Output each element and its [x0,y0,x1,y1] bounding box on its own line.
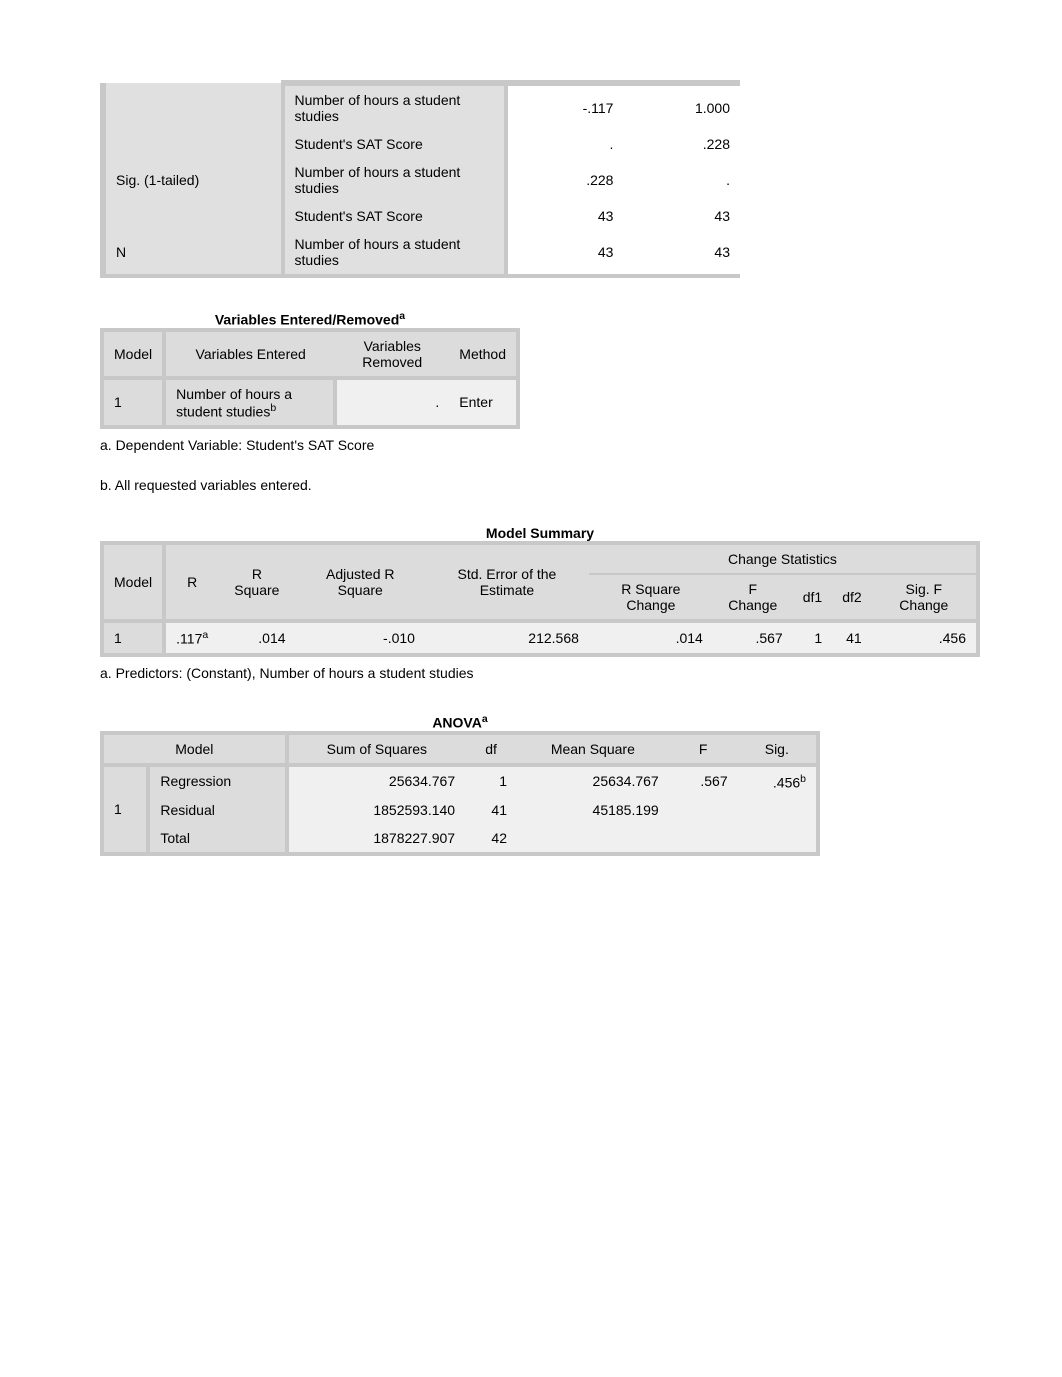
removed-cell: . [335,378,449,428]
source-cell: Residual [148,796,286,824]
cell: 43 [623,202,740,230]
col-header: Model [102,733,287,765]
col-header: Sum of Squares [287,733,465,765]
correlations-fragment: Number of hours a student studies -.117 … [100,80,1022,278]
row-group-label: N [103,230,283,276]
cell: .228 [506,158,624,202]
variables-entered-section: Variables Entered/Removeda Model Variabl… [100,310,1022,493]
var-label: Number of hours a student studies [283,230,506,276]
method-cell: Enter [449,378,518,428]
title-text: ANOVA [432,715,482,731]
model-summary-table: Model R R Square Adjusted R Square Std. … [100,541,980,657]
model-cell: 1 [102,765,148,855]
col-header: R Square [218,543,295,621]
col-header: Adjusted R Square [296,543,425,621]
cell [738,796,818,824]
model-summary-section: Model Summary Model R R Square Adjusted … [100,525,1022,681]
var-label: Number of hours a student studies [283,83,506,130]
cell: 25634.767 [517,765,669,797]
row-group-label: Sig. (1-tailed) [103,158,283,202]
cell: .014 [218,621,295,655]
col-subheader: Sig. F Change [872,574,978,621]
footnote: b. All requested variables entered. [100,477,1022,493]
row-group-label [103,130,283,158]
cell: 42 [465,824,517,854]
var-label: Student's SAT Score [283,202,506,230]
col-header: Variables Removed [335,330,449,378]
sig-sup: b [800,773,806,785]
col-header: df [465,733,517,765]
cell: 1 [465,765,517,797]
cell: 1852593.140 [287,796,465,824]
cell: .014 [589,621,713,655]
model-cell: 1 [102,378,164,428]
row-group-label [103,202,283,230]
cell: . [623,158,740,202]
model-cell: 1 [102,621,164,655]
cell: .567 [669,765,738,797]
col-subheader: R Square Change [589,574,713,621]
row-group-label [103,83,283,130]
source-cell: Total [148,824,286,854]
title-text: Variables Entered/Removed [215,312,399,328]
source-cell: Regression [148,765,286,797]
anova-table: Model Sum of Squares df Mean Square F Si… [100,731,820,857]
cell: .228 [623,130,740,158]
col-header: R [164,543,218,621]
table-title: Model Summary [100,525,980,541]
anova-section: ANOVAa Model Sum of Squares df Mean Squa… [100,713,1022,856]
r-value: .117 [176,631,202,647]
col-header: Std. Error of the Estimate [425,543,589,621]
cell [669,824,738,854]
cell: 1 [793,621,832,655]
r-sup: a [202,629,208,641]
title-sup: a [399,310,405,322]
col-header: F [669,733,738,765]
cell: 43 [506,202,624,230]
col-header: Mean Square [517,733,669,765]
cell: 41 [465,796,517,824]
cell: 43 [506,230,624,276]
table-title: Variables Entered/Removeda [100,310,520,328]
footnote: a. Predictors: (Constant), Number of hou… [100,665,1022,681]
col-header: Change Statistics [589,543,978,574]
cell: .456 [872,621,978,655]
var-label: Student's SAT Score [283,130,506,158]
cell: 1.000 [623,83,740,130]
entered-sup: b [270,402,276,414]
cell: .567 [713,621,793,655]
cell: .117a [164,621,218,655]
footnote: a. Dependent Variable: Student's SAT Sco… [100,437,1022,453]
cell: 45185.199 [517,796,669,824]
cell: 25634.767 [287,765,465,797]
correlations-table: Number of hours a student studies -.117 … [100,80,740,278]
cell: . [506,130,624,158]
table-title: ANOVAa [100,713,820,731]
cell: .456b [738,765,818,797]
cell: -.117 [506,83,624,130]
cell [669,796,738,824]
col-header: Method [449,330,518,378]
cell [738,824,818,854]
cell [517,824,669,854]
var-label: Number of hours a student studies [283,158,506,202]
col-header: Model [102,543,164,621]
col-header: Variables Entered [164,330,335,378]
cell: 41 [832,621,871,655]
col-subheader: df2 [832,574,871,621]
col-header: Model [102,330,164,378]
col-subheader: df1 [793,574,832,621]
variables-entered-table: Model Variables Entered Variables Remove… [100,328,520,430]
cell: 1878227.907 [287,824,465,854]
title-sup: a [482,713,488,725]
col-header: Sig. [738,733,818,765]
col-subheader: F Change [713,574,793,621]
cell: 43 [623,230,740,276]
sig-value: .456 [773,774,800,790]
entered-cell: Number of hours a student studiesb [164,378,335,428]
cell: -.010 [296,621,425,655]
cell: 212.568 [425,621,589,655]
